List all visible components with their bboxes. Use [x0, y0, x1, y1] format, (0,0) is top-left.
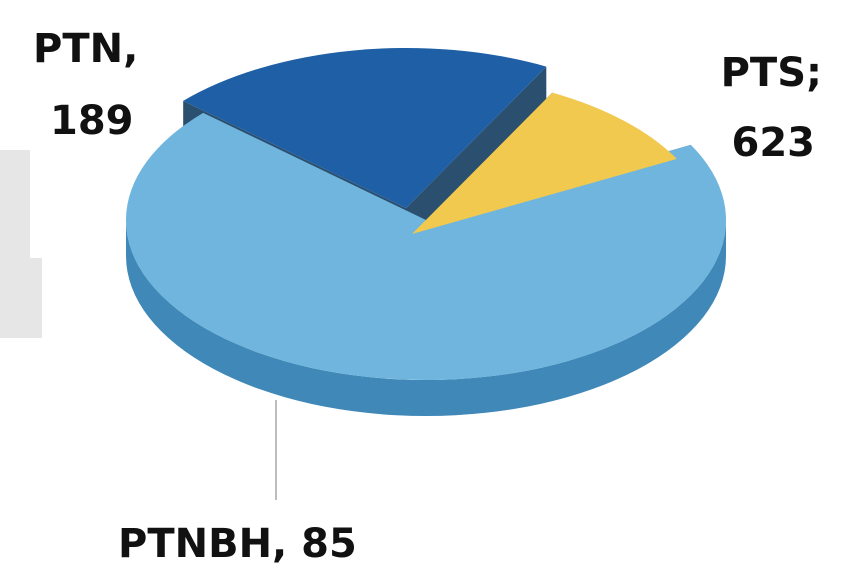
- pie-side-pts: [126, 220, 726, 416]
- background-decoration: [0, 258, 42, 338]
- label-pts-name: PTS;: [721, 50, 822, 96]
- label-ptn-value: 189: [50, 98, 134, 144]
- pie-slice-ptnbh: [412, 92, 677, 234]
- pie-face-ptn-1: [406, 66, 547, 244]
- label-ptn-name: PTN,: [33, 26, 138, 72]
- pie-slice-ptn: [183, 48, 547, 208]
- label-ptnbh: PTNBH, 85: [118, 521, 357, 567]
- label-pts-value: 623: [732, 120, 816, 166]
